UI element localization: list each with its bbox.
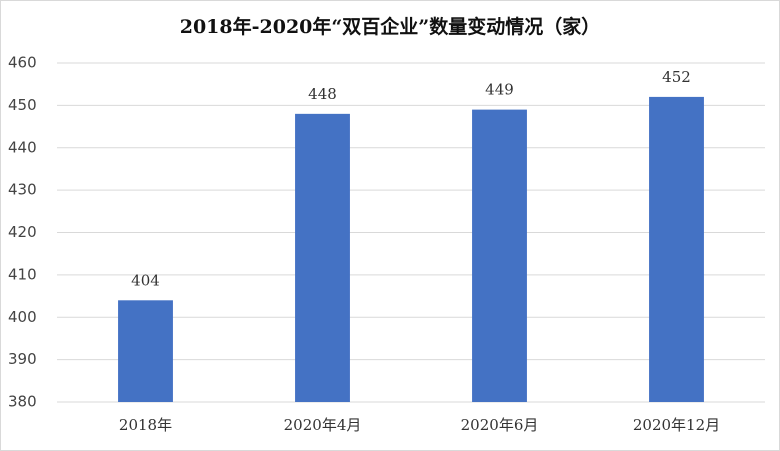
y-tick-label: 380 bbox=[8, 393, 37, 411]
data-label: 448 bbox=[308, 85, 337, 103]
data-label: 452 bbox=[662, 68, 691, 86]
y-tick-label: 400 bbox=[8, 308, 37, 326]
x-tick-label: 2020年4月 bbox=[284, 416, 362, 434]
x-tick-label: 2020年6月 bbox=[461, 416, 539, 434]
y-tick-label: 390 bbox=[8, 350, 37, 368]
bar bbox=[295, 113, 350, 402]
y-tick-label: 420 bbox=[8, 223, 37, 241]
y-tick-label: 450 bbox=[8, 96, 37, 114]
y-tick-label: 430 bbox=[8, 181, 37, 199]
data-label: 449 bbox=[485, 81, 514, 99]
y-tick-label: 410 bbox=[8, 265, 37, 283]
bar bbox=[118, 300, 173, 402]
x-tick-label: 2018年 bbox=[119, 416, 172, 434]
data-label: 404 bbox=[131, 271, 160, 289]
y-tick-label: 440 bbox=[8, 138, 37, 156]
y-tick-label: 460 bbox=[8, 54, 37, 72]
bar bbox=[472, 109, 527, 403]
chart-title: 2018年-2020年“双百企业”数量变动情况（家） bbox=[180, 15, 601, 38]
bar bbox=[649, 96, 704, 403]
x-tick-label: 2020年12月 bbox=[633, 416, 720, 434]
